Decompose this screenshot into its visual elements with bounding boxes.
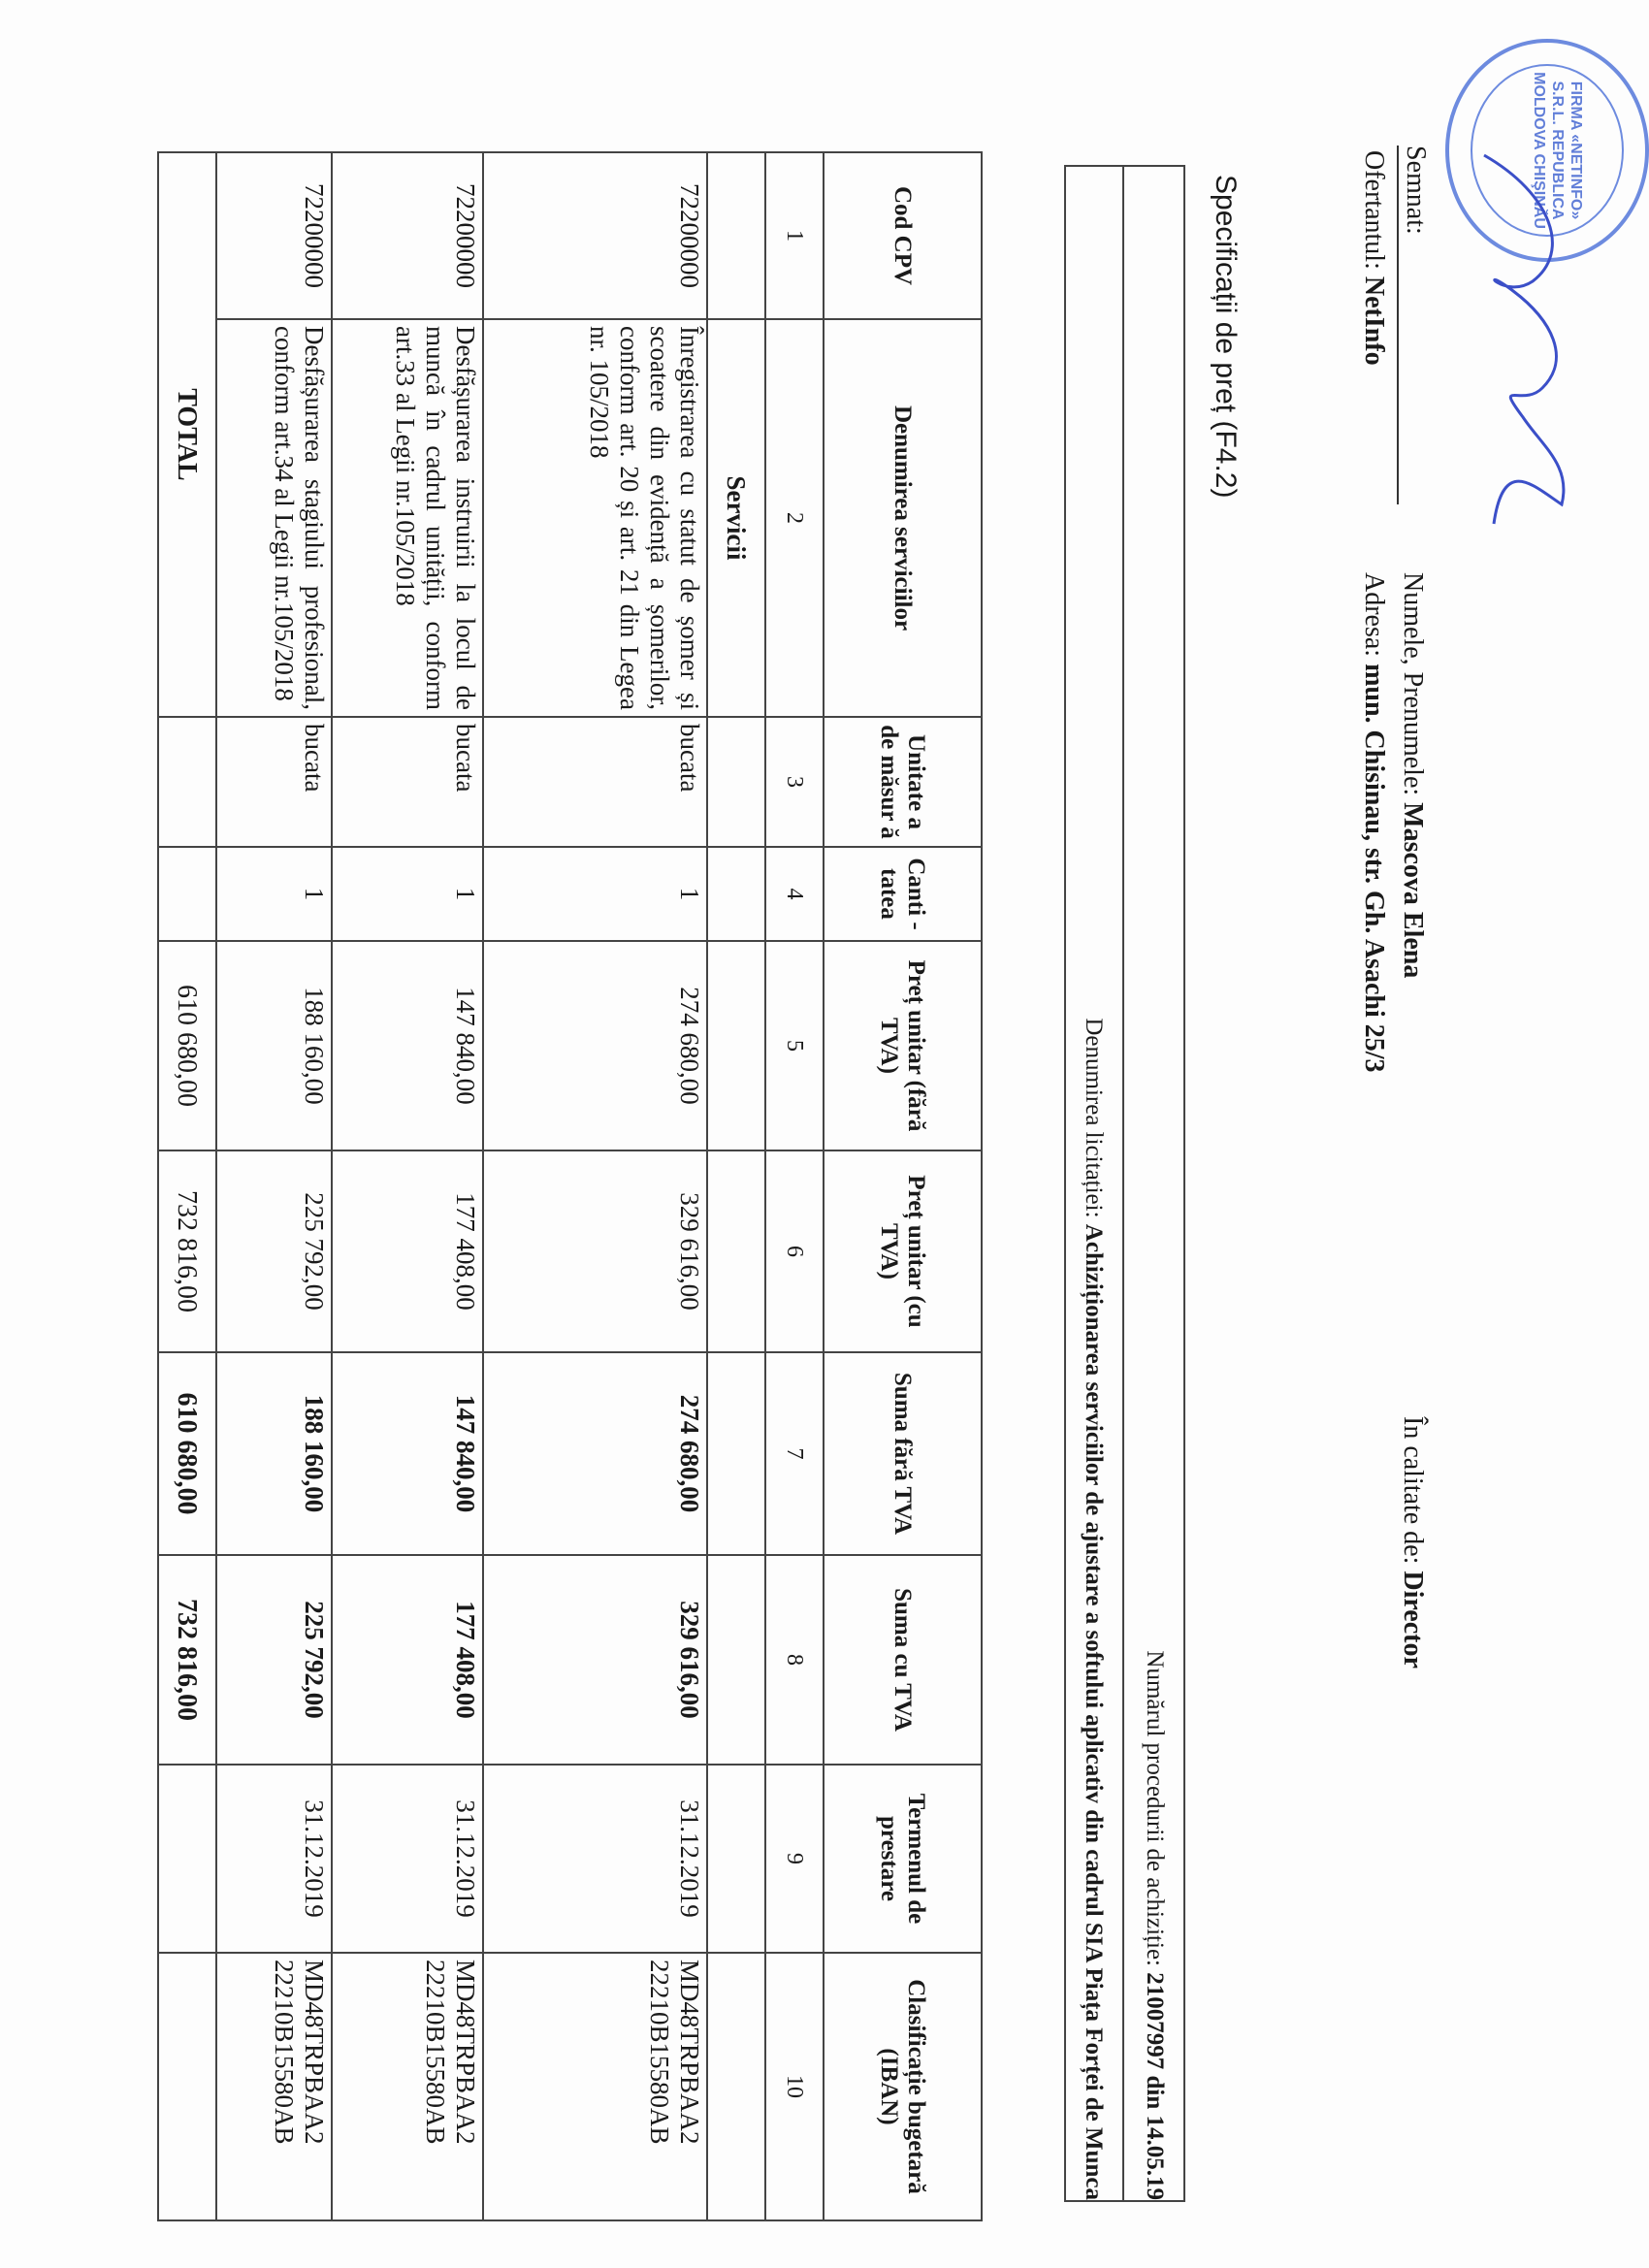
role-value: Director <box>1398 1571 1428 1669</box>
iban: MD48TRPBAA2 22210B15580AB <box>332 1953 483 2220</box>
total-sum-vat: 732 816,00 <box>158 1555 216 1765</box>
table-row: 72200000 Desfășurarea stagiului profesio… <box>216 152 332 2220</box>
address-value: mun. Chisinau, str. Gh. Asachi 25/3 <box>1359 664 1389 1073</box>
procedure-number-label: Numărul procedurii de achiziție: <box>1142 1650 1168 1966</box>
header-cell: Suma cu TVA <box>824 1555 982 1765</box>
column-number: 4 <box>765 847 824 941</box>
unit-price: 147 840,00 <box>332 941 483 1150</box>
header-cell: Preț unitar (cu TVA) <box>824 1150 982 1352</box>
bidder-value: NetInfo <box>1359 275 1389 366</box>
iban: MD48TRPBAA2 22210B15580AB <box>483 1953 707 2220</box>
column-number: 5 <box>765 941 824 1150</box>
unit-price: 188 160,00 <box>216 941 332 1150</box>
column-number: 3 <box>765 717 824 847</box>
quantity: 1 <box>216 847 332 941</box>
sum: 147 840,00 <box>332 1352 483 1555</box>
handwritten-signature <box>1483 153 1566 525</box>
page-title: Specificații de preț (F4.2) <box>1210 175 1242 499</box>
column-number: 8 <box>765 1555 824 1765</box>
price-specification-table: Cod CPV Denumirea serviciilor Unitate a … <box>157 151 983 2221</box>
table-row: 72200000 Desfășurarea instruirii la locu… <box>332 152 483 2220</box>
sum-vat: 225 792,00 <box>216 1555 332 1765</box>
address-line: Adresa: mun. Chisinau, str. Gh. Asachi 2… <box>1358 572 1389 1073</box>
column-number: 9 <box>765 1765 824 1953</box>
table-row: 72200000 Înregistrarea cu statut de șome… <box>483 152 707 2220</box>
address-label: Adresa: <box>1359 572 1389 658</box>
column-number-row: 1 2 3 4 5 6 7 8 9 10 <box>765 152 824 2220</box>
header-cell: Cod CPV <box>824 152 982 319</box>
tender-name-row: Denumirea licitației: Achiziționarea ser… <box>1066 167 1125 2200</box>
unit: bucata <box>332 717 483 847</box>
sum: 188 160,00 <box>216 1352 332 1555</box>
column-number: 6 <box>765 1150 824 1352</box>
signed-label: Semnat: <box>1401 146 1431 235</box>
cpv-code: 72200000 <box>332 152 483 319</box>
total-sum: 610 680,00 <box>158 1352 216 1555</box>
column-number: 2 <box>765 319 824 717</box>
section-title: Servicii <box>707 319 765 717</box>
header-cell: Termenul de prestare <box>824 1765 982 1953</box>
procedure-number-row: Numărul procedurii de achiziție: 2100799… <box>1125 167 1184 2200</box>
cpv-code: 72200000 <box>483 152 707 319</box>
header-cell: Preț unitar (fără TVA) <box>824 941 982 1150</box>
unit: bucata <box>483 717 707 847</box>
name-line: Numele, Prenumele: Mascova Elena <box>1397 572 1428 978</box>
unit-price: 274 680,00 <box>483 941 707 1150</box>
service-name: Înregistrarea cu statut de șomer și scoa… <box>483 319 707 717</box>
total-label: TOTAL <box>158 152 216 717</box>
iban: MD48TRPBAA2 22210B15580AB <box>216 1953 332 2220</box>
quantity: 1 <box>332 847 483 941</box>
header-cell: Unitate a de măsur ă <box>824 717 982 847</box>
total-unit-price: 610 680,00 <box>158 941 216 1150</box>
sum-vat: 177 408,00 <box>332 1555 483 1765</box>
total-unit-price-vat: 732 816,00 <box>158 1150 216 1352</box>
quantity: 1 <box>483 847 707 941</box>
name-label: Numele, Prenumele: <box>1398 572 1428 796</box>
name-value: Mascova Elena <box>1398 802 1428 979</box>
role-line: În calitate de: Director <box>1397 1416 1428 1669</box>
role-label: În calitate de: <box>1398 1416 1428 1565</box>
unit-price-vat: 329 616,00 <box>483 1150 707 1352</box>
bidder-line: Ofertantul: NetInfo <box>1358 150 1389 366</box>
procedure-info-box: Numărul procedurii de achiziție: 2100799… <box>1064 165 1185 2202</box>
term: 31.12.2019 <box>483 1765 707 1953</box>
unit-price-vat: 225 792,00 <box>216 1150 332 1352</box>
section-row: Servicii <box>707 152 765 2220</box>
header-row: Cod CPV Denumirea serviciilor Unitate a … <box>824 152 982 2220</box>
service-name: Desfășurarea stagiului profesional, conf… <box>216 319 332 717</box>
column-number: 7 <box>765 1352 824 1555</box>
header-cell: Canti -tatea <box>824 847 982 941</box>
tender-name-value: Achiziționarea serviciilor de ajustare a… <box>1081 1223 1108 2200</box>
unit: bucata <box>216 717 332 847</box>
total-row: TOTAL 610 680,00 732 816,00 610 680,00 7… <box>158 152 216 2220</box>
procedure-number-value: 21007997 din 14.05.19 <box>1142 1972 1168 2200</box>
unit-price-vat: 177 408,00 <box>332 1150 483 1352</box>
cpv-code: 72200000 <box>216 152 332 319</box>
bidder-label: Ofertantul: <box>1359 150 1389 270</box>
column-number: 10 <box>765 1953 824 2220</box>
term: 31.12.2019 <box>216 1765 332 1953</box>
service-name: Desfășurarea instruirii la locul de munc… <box>332 319 483 717</box>
tender-name-label: Denumirea licitației: <box>1081 1018 1108 1218</box>
sum: 274 680,00 <box>483 1352 707 1555</box>
sum-vat: 329 616,00 <box>483 1555 707 1765</box>
header-cell: Denumirea serviciilor <box>824 319 982 717</box>
signature-line <box>1397 146 1399 504</box>
header-cell: Clasificație bugetară (IBAN) <box>824 1953 982 2220</box>
column-number: 1 <box>765 152 824 319</box>
header-cell: Suma fără TVA <box>824 1352 982 1555</box>
term: 31.12.2019 <box>332 1765 483 1953</box>
